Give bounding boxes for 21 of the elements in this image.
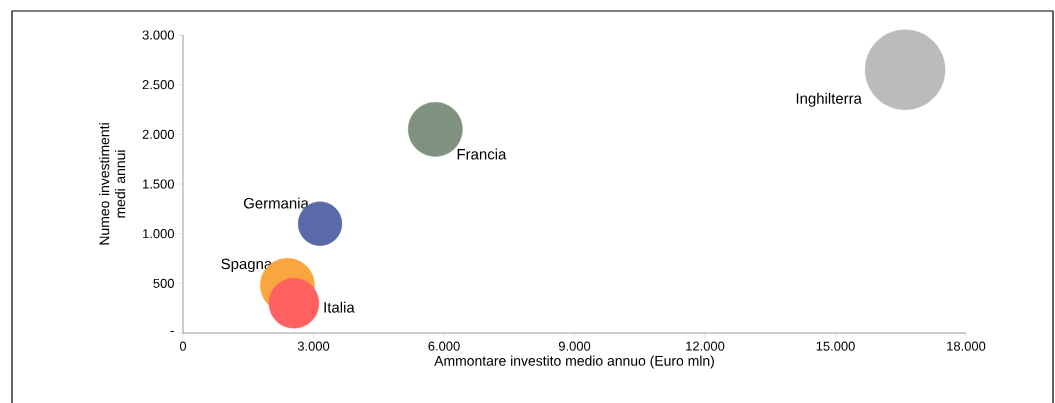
y-tick-label: 3.000 (142, 30, 174, 40)
x-tick-label: 0 (179, 341, 187, 351)
x-tick-label: 18.000 (947, 341, 986, 351)
series-label: Spagna (221, 258, 273, 273)
x-tick-label: 6.000 (428, 341, 460, 351)
y-tick-label: 1.000 (143, 229, 174, 239)
series-label: Inghilterra (796, 92, 862, 107)
y-tick-label: 2.000 (142, 129, 174, 139)
x-tick-label: 3.000 (297, 341, 330, 351)
y-tick-label: 500 (153, 278, 174, 288)
y-tick-label: 1.500 (143, 179, 174, 189)
y-tick-label: 2.500 (142, 80, 174, 90)
x-tick-label: 12.000 (686, 341, 725, 351)
x-tick-label: 15.000 (816, 341, 855, 351)
x-tick-label: 9.000 (558, 341, 591, 351)
series-label: Germania (243, 197, 309, 209)
series-label: Francia (457, 148, 507, 160)
y-axis-title: Numeo investimenti medi annui (99, 123, 126, 245)
x-axis-title: Ammontare investito medio annuo (Euro mln) (434, 355, 714, 369)
legend-label: Italia (324, 301, 355, 313)
y-tick-label: - (170, 331, 174, 333)
